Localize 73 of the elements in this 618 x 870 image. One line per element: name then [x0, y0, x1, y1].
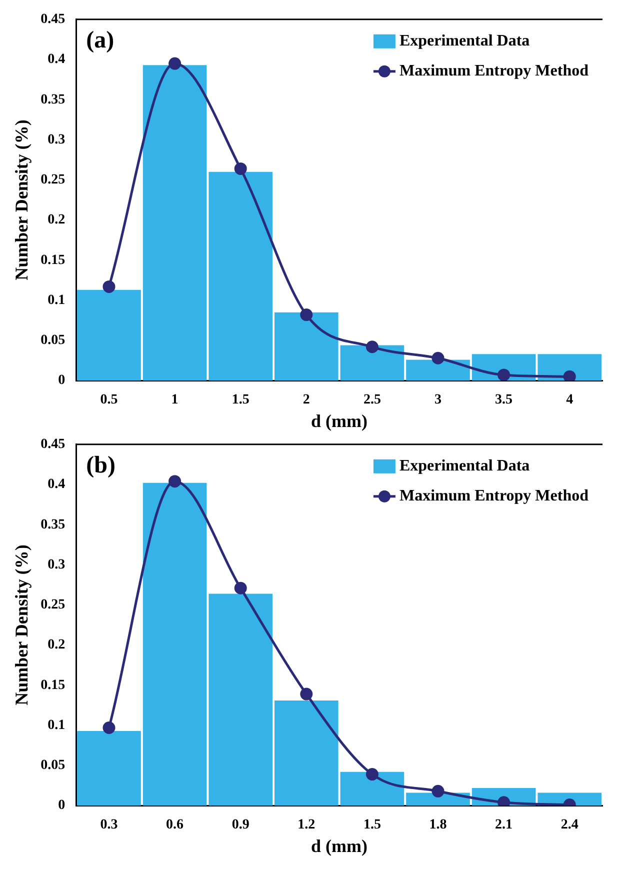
x-tick-label: 3.5	[495, 392, 513, 408]
point	[300, 308, 313, 322]
x-tick-label: 2	[302, 392, 310, 408]
point	[102, 721, 116, 734]
bar	[274, 312, 338, 381]
x-tick-label: 2.4	[560, 818, 578, 833]
point	[498, 796, 510, 806]
point	[102, 280, 116, 293]
x-tick-label: 0.6	[166, 818, 184, 833]
y-tick-label: 0.35	[40, 517, 66, 532]
y-axis-title: Number Density (%)	[11, 544, 32, 706]
y-tick-label: 0.25	[40, 172, 66, 188]
legend-label: Maximum Entropy Method	[399, 488, 589, 505]
annotation: (b)	[86, 452, 116, 479]
bar	[77, 730, 141, 806]
x-tick-label: 1	[171, 392, 178, 408]
point	[366, 340, 378, 354]
x-tick-label: 1.5	[363, 818, 381, 833]
y-tick-label: 0.15	[40, 678, 66, 693]
bar	[142, 65, 207, 381]
bar	[142, 482, 207, 806]
point	[234, 582, 247, 594]
x-tick-label: 3	[434, 392, 442, 408]
y-axis-title: Number Density (%)	[11, 120, 32, 280]
y-tick-label: 0.35	[40, 92, 66, 108]
legend-label: Maximum Entropy Method	[399, 62, 589, 80]
x-tick-label: 0.5	[100, 392, 118, 408]
x-tick-label: 0.3	[100, 818, 118, 833]
x-tick-label: 1.5	[232, 392, 250, 408]
x-tick-label: 4	[566, 392, 574, 408]
x-axis-title: d (mm)	[311, 836, 368, 856]
y-tick-label: 0.1	[48, 292, 66, 308]
annotation: (a)	[86, 28, 114, 54]
bar	[406, 360, 470, 381]
point	[168, 57, 182, 70]
legend-label: Experimental Data	[399, 458, 530, 475]
point	[366, 768, 378, 781]
x-axis-title: d (mm)	[311, 410, 368, 431]
legend-label: Experimental Data	[399, 32, 530, 50]
y-tick-label: 0.2	[48, 638, 66, 653]
y-tick-label: 0.1	[48, 718, 66, 733]
y-tick-label: 0	[58, 798, 66, 814]
y-tick-label: 0.25	[40, 598, 66, 613]
y-tick-label: 0.45	[40, 12, 66, 28]
y-tick-label: 0.3	[48, 132, 66, 148]
y-tick-label: 0.05	[40, 758, 66, 774]
x-tick-label: 1.2	[298, 818, 316, 833]
bar	[208, 594, 273, 806]
x-tick-label: 2.5	[363, 392, 381, 408]
y-tick-label: 0.3	[48, 557, 66, 572]
bar	[340, 772, 404, 806]
y-tick-label: 0.05	[40, 333, 66, 348]
y-tick-label: 0.45	[40, 437, 66, 452]
point	[563, 370, 576, 381]
point	[432, 784, 444, 798]
y-tick-label: 0.4	[48, 477, 66, 492]
point	[498, 368, 510, 381]
y-tick-label: 0	[58, 373, 66, 388]
bar	[77, 290, 141, 381]
point	[432, 352, 444, 364]
bar	[208, 172, 273, 381]
bar	[538, 354, 602, 381]
bar	[274, 700, 338, 806]
bar	[340, 345, 404, 381]
point	[300, 688, 313, 700]
y-tick-label: 0.4	[48, 52, 66, 68]
x-tick-label: 1.8	[429, 818, 447, 833]
point	[234, 162, 247, 175]
y-tick-label: 0.2	[48, 212, 66, 228]
x-tick-label: 0.9	[232, 818, 250, 833]
y-tick-label: 0.15	[40, 252, 66, 268]
point	[168, 475, 182, 488]
x-tick-label: 2.1	[495, 818, 513, 833]
